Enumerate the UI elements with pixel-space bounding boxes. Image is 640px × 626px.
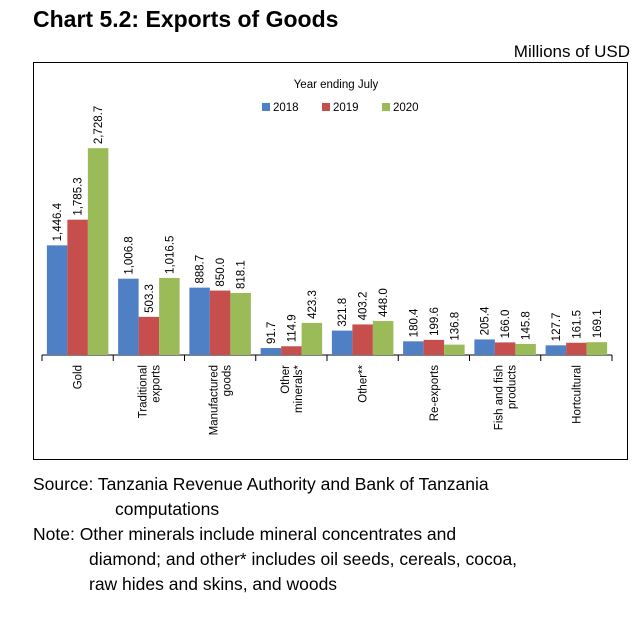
data-label: 850.0 [215,258,227,287]
legend-label-2018: 2018 [273,102,299,114]
bar-2018 [545,345,567,355]
bar-2019 [566,342,587,355]
category-label: Manufactured [209,365,221,435]
source-line-2: computations [115,499,220,519]
category-label: Fish and fish [494,365,506,430]
category-label: Traditional [137,365,149,418]
bar-2020 [87,148,109,355]
bar-2018 [474,339,495,355]
data-label: 1,446.4 [52,202,64,241]
bar-2020 [515,343,536,355]
bar-2018 [331,330,353,355]
data-label: 888.7 [195,255,207,284]
data-label: 169.1 [592,309,604,338]
legend-label-2019: 2019 [333,102,359,114]
data-label: 1,006.8 [123,236,135,274]
bar-2019 [494,342,516,355]
data-label: 448.0 [378,288,390,317]
data-label: 91.7 [266,322,278,344]
chart-title: Chart 5.2: Exports of Goods [33,6,339,32]
chart-frame [33,62,628,460]
units-label: Millions of USD [513,42,630,61]
legend-swatch-2018 [262,103,270,111]
category-label: products [507,365,519,409]
data-label: 161.5 [571,310,583,339]
category-label: Re-exports [429,365,441,421]
data-label: 205.4 [480,306,492,335]
data-label: 199.6 [429,307,441,336]
bar-2020 [159,277,180,355]
bar-2019 [138,316,160,355]
footnote-line-1: Note: Other minerals include mineral con… [33,524,457,544]
bar-2020 [372,321,394,355]
data-label: 145.8 [521,311,533,340]
bar-2018 [118,278,139,355]
bar-2019 [352,324,373,355]
data-label: 136.8 [449,312,461,341]
chart-subtitle: Year ending July [294,79,379,91]
data-label: 818.1 [236,260,248,289]
bar-2018 [189,287,210,355]
bar-2020 [301,322,323,355]
data-label: 403.2 [358,292,370,321]
category-label: Gold [73,365,85,389]
data-label: 1,785.3 [73,177,85,215]
data-label: 2,728.7 [93,106,105,144]
category-label: minerals* [293,364,305,412]
bar-2020 [444,344,465,355]
bar-2018 [46,245,68,355]
data-label: 1,016.5 [164,236,176,274]
category-label: goods [222,365,234,397]
bar-2019 [423,339,445,355]
footnote-line-3: raw hides and skins, and woods [89,574,338,594]
data-label: 503.3 [144,284,156,313]
bar-2019 [281,346,302,355]
data-label: 114.9 [286,314,298,342]
data-label: 321.8 [337,298,349,327]
source-note: Source: Tanzania Revenue Authority and B… [33,472,633,522]
legend-swatch-2019 [322,103,330,111]
data-label: 166.0 [500,310,512,339]
source-line-1: Source: Tanzania Revenue Authority and B… [33,474,489,494]
legend-label-2020: 2020 [393,102,419,114]
bar-2018 [403,341,424,355]
bar-2020 [230,292,251,355]
category-label: Hortcultural [571,365,583,424]
bar-2019 [67,219,88,355]
category-label: Other** [358,364,370,402]
category-label: Other [280,365,292,394]
footnote-line-2: diamond; and other* includes oil seeds, … [89,549,518,569]
bar-2020 [586,342,608,355]
legend-swatch-2020 [382,103,390,111]
data-label: 127.7 [551,313,563,342]
bar-2018 [260,348,282,355]
data-label: 180.4 [408,308,420,337]
bar-2019 [209,290,231,355]
category-label: exports [150,365,162,403]
data-label: 423.3 [307,290,319,319]
footnote: Note: Other minerals include mineral con… [33,522,633,597]
